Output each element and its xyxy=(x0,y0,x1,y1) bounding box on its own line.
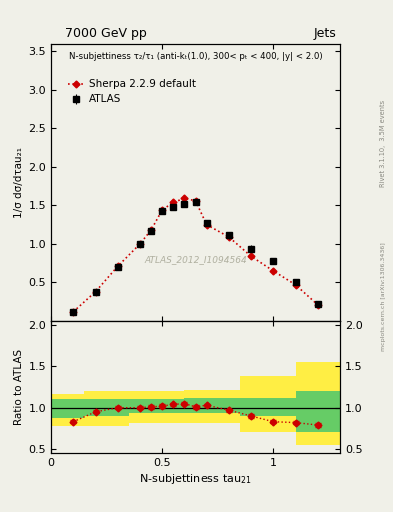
Sherpa 2.2.9 default xyxy=(249,253,253,259)
Sherpa 2.2.9 default xyxy=(204,222,209,228)
Sherpa 2.2.9 default xyxy=(160,207,165,213)
Sherpa 2.2.9 default xyxy=(171,199,176,205)
Sherpa 2.2.9 default xyxy=(182,196,187,202)
Text: Jets: Jets xyxy=(313,27,336,39)
Sherpa 2.2.9 default xyxy=(271,268,275,274)
X-axis label: N-subjettiness tau$_{21}$: N-subjettiness tau$_{21}$ xyxy=(139,472,252,486)
Legend: Sherpa 2.2.9 default, ATLAS: Sherpa 2.2.9 default, ATLAS xyxy=(68,79,196,104)
Text: 7000 GeV pp: 7000 GeV pp xyxy=(65,27,147,39)
Y-axis label: 1/σ dσ/dτau₂₁: 1/σ dσ/dτau₂₁ xyxy=(14,147,24,218)
Sherpa 2.2.9 default xyxy=(315,302,320,308)
Text: N-subjettiness τ₂/τ₁ (anti-kₜ(1.0), 300< pₜ < 400, |y| < 2.0): N-subjettiness τ₂/τ₁ (anti-kₜ(1.0), 300<… xyxy=(69,52,322,61)
Y-axis label: Ratio to ATLAS: Ratio to ATLAS xyxy=(14,349,24,425)
Sherpa 2.2.9 default xyxy=(116,263,120,269)
Sherpa 2.2.9 default xyxy=(293,282,298,288)
Text: Rivet 3.1.10,  3.5M events: Rivet 3.1.10, 3.5M events xyxy=(380,100,386,187)
Sherpa 2.2.9 default xyxy=(93,289,98,295)
Sherpa 2.2.9 default xyxy=(71,309,76,315)
Sherpa 2.2.9 default xyxy=(226,234,231,240)
Sherpa 2.2.9 default xyxy=(138,241,142,247)
Line: Sherpa 2.2.9 default: Sherpa 2.2.9 default xyxy=(71,196,320,314)
Text: ATLAS_2012_I1094564: ATLAS_2012_I1094564 xyxy=(144,255,247,264)
Sherpa 2.2.9 default xyxy=(149,227,153,233)
Text: mcplots.cern.ch [arXiv:1306.3436]: mcplots.cern.ch [arXiv:1306.3436] xyxy=(381,243,386,351)
Sherpa 2.2.9 default xyxy=(193,198,198,204)
